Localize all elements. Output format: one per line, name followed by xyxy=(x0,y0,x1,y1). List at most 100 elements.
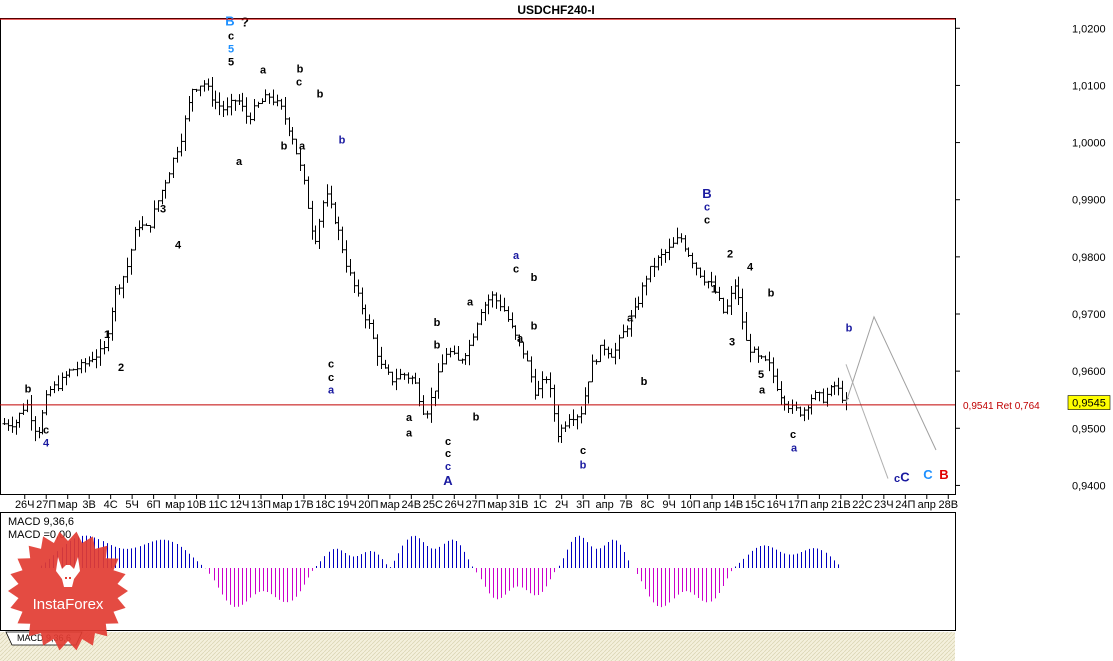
wave-label: 1 xyxy=(711,283,717,295)
time-tick-label: мар xyxy=(273,499,293,511)
wave-label: A xyxy=(443,473,453,488)
wave-label: b xyxy=(339,135,346,147)
price-tick-label: 1,0200 xyxy=(1072,23,1106,35)
time-tick-label: 6П xyxy=(147,499,161,511)
price-tick-label: 0,9800 xyxy=(1072,252,1106,264)
time-tick-label: 24В xyxy=(402,499,422,511)
price-tick-label: 0,9600 xyxy=(1072,366,1106,378)
bull-icon xyxy=(56,557,80,587)
time-tick-label: 20П xyxy=(358,499,378,511)
time-tick-label: 12Ч xyxy=(230,499,250,511)
time-tick-label: мар xyxy=(58,499,78,511)
time-tick-label: 5Ч xyxy=(125,499,138,511)
current-price-label: 0,9545 xyxy=(1072,398,1106,410)
wave-label: c xyxy=(445,448,451,460)
wave-label: b xyxy=(531,272,538,284)
wave-label: b xyxy=(317,88,324,100)
wave-label: b xyxy=(641,376,648,388)
wave-label: ? xyxy=(241,15,249,30)
macd-label-secondary: MACD =0,00 xyxy=(8,529,71,541)
wave-label: c xyxy=(704,202,710,214)
time-tick-label: апр xyxy=(703,499,721,511)
time-tick-label: 7В xyxy=(619,499,632,511)
wave-label: c xyxy=(296,76,302,88)
time-tick-label: 27П xyxy=(36,499,56,511)
wave-label: a xyxy=(513,250,520,262)
fib-retracement-label: 0,9541 Ret 0,764 xyxy=(963,401,1040,412)
wave-label: b xyxy=(473,411,480,423)
wave-label: 4 xyxy=(747,262,754,274)
time-tick-label: 14В xyxy=(724,499,744,511)
time-tick-label: апр xyxy=(596,499,614,511)
wave-label: a xyxy=(406,412,413,424)
wave-label: B xyxy=(225,13,234,28)
time-tick-label: 3В xyxy=(82,499,95,511)
wave-label: c xyxy=(894,473,900,485)
price-panel xyxy=(0,18,956,495)
wave-label: b xyxy=(297,63,304,75)
wave-label: 4 xyxy=(43,438,50,450)
wave-label: 2 xyxy=(727,248,733,260)
price-tick-label: 0,9900 xyxy=(1072,195,1106,207)
wave-label: B xyxy=(702,186,711,201)
projection-path-alt xyxy=(845,364,889,479)
wave-label: b xyxy=(580,459,587,471)
time-tick-label: 26Ч xyxy=(15,499,35,511)
wave-label: a xyxy=(299,140,306,152)
price-tick-label: 1,0100 xyxy=(1072,80,1106,92)
wave-label: 1 xyxy=(104,329,110,341)
projection-path xyxy=(845,315,937,451)
wave-label: a xyxy=(791,443,798,455)
time-tick-label: 28В xyxy=(938,499,958,511)
price-axis: 1,0200 1,0100 1,0000 0,9900 0,9800 0,9700 0,96… xyxy=(955,23,1106,492)
wave-label: c xyxy=(704,215,710,227)
time-tick-label: 1С xyxy=(533,499,547,511)
time-tick-label: 27П xyxy=(466,499,486,511)
time-tick-label: 17В xyxy=(294,499,314,511)
wave-label: c xyxy=(445,436,451,448)
wave-label: b xyxy=(531,320,538,332)
wave-label: a xyxy=(260,64,267,76)
time-tick-label: 22С xyxy=(852,499,872,511)
time-tick-label: мар xyxy=(487,499,507,511)
time-tick-label: 13П xyxy=(251,499,271,511)
time-tick-label: 3П xyxy=(576,499,590,511)
time-tick-label: 26Ч xyxy=(444,499,464,511)
time-tick-label: 10В xyxy=(187,499,207,511)
time-tick-label: 9Ч xyxy=(662,499,675,511)
wave-label: b xyxy=(281,140,288,152)
time-tick-label: 18С xyxy=(315,499,335,511)
wave-label: a xyxy=(467,296,474,308)
time-tick-label: 15С xyxy=(745,499,765,511)
macd-histogram xyxy=(41,535,839,608)
wave-label: a xyxy=(236,156,243,168)
current-price-marker: 0,9545 xyxy=(1067,395,1111,410)
time-tick-label: мар xyxy=(165,499,185,511)
time-tick-label: 25С xyxy=(423,499,443,511)
wave-label: b xyxy=(846,323,853,335)
time-tick-label: 2Ч xyxy=(555,499,568,511)
price-bars xyxy=(2,77,849,444)
wave-label: c xyxy=(328,359,334,371)
macd-panel xyxy=(0,512,956,631)
time-tick-label: 21В xyxy=(831,499,851,511)
time-tick-label: апр xyxy=(918,499,936,511)
chart-title: USDCHF240-I xyxy=(517,3,594,17)
wave-label: b xyxy=(434,317,441,329)
time-tick-label: мар xyxy=(380,499,400,511)
wave-label: a xyxy=(627,312,634,324)
wave-label: 2 xyxy=(118,362,124,374)
wave-label: C xyxy=(900,469,910,484)
wave-label: C xyxy=(923,467,933,482)
macd-label-primary: MACD 9,36,6 xyxy=(8,516,74,528)
price-tick-label: 0,9400 xyxy=(1072,480,1106,492)
wave-label: a xyxy=(328,384,335,396)
time-axis: 26Ч 27П мар 3В 4С 5Ч 6П мар 10В 11С 12Ч 13П мар 17В 18… xyxy=(15,494,958,511)
wave-label: c xyxy=(43,424,49,436)
wave-label: 5 xyxy=(758,369,764,381)
time-tick-label: 31В xyxy=(509,499,529,511)
wave-label: a xyxy=(517,333,524,345)
time-tick-label: 19Ч xyxy=(337,499,357,511)
